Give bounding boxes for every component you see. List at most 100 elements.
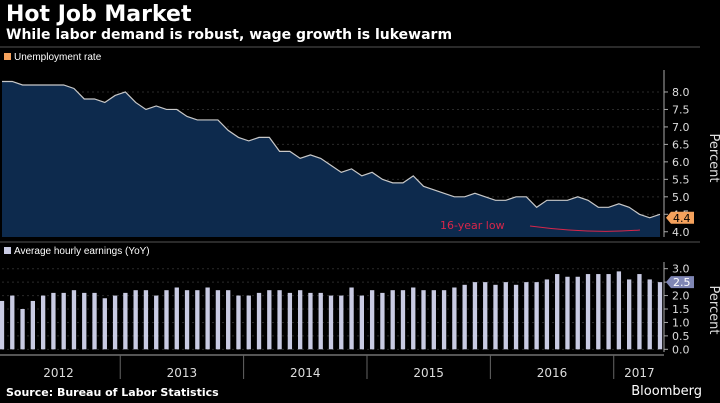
unemployment-y-tick-label: 5.5 (672, 173, 690, 186)
earnings-bar (380, 292, 385, 350)
earnings-bar (349, 287, 354, 350)
earnings-bar (226, 290, 231, 350)
earnings-bar (534, 282, 539, 350)
earnings-bar (585, 274, 591, 350)
earnings-bar (462, 284, 467, 350)
earnings-bar (472, 282, 478, 350)
legend-label-unemployment: Unemployment rate (14, 52, 102, 63)
x-tick-label: 2016 (537, 366, 568, 380)
earnings-bar (154, 295, 159, 350)
earnings-y-tick-label: 3.0 (672, 263, 690, 276)
earnings-last-value: 2.5 (673, 276, 691, 289)
earnings-bar (61, 292, 66, 350)
earnings-bar (555, 274, 560, 350)
earnings-bar (544, 279, 550, 350)
x-tick-label: 2013 (167, 366, 198, 380)
legend-label-earnings: Average hourly earnings (YoY) (14, 246, 150, 257)
earnings-bar (246, 295, 251, 350)
legend-swatch-earnings (4, 247, 11, 254)
earnings-bar (205, 287, 210, 350)
earnings-bar (575, 276, 580, 350)
earnings-bar (390, 290, 395, 350)
earnings-bar (503, 282, 508, 350)
x-tick-label: 2017 (624, 366, 655, 380)
earnings-bar (298, 290, 303, 350)
earnings-bar (431, 290, 436, 350)
earnings-bar (30, 300, 35, 350)
earnings-bar (627, 279, 632, 350)
earnings-bar (596, 274, 601, 350)
source-note: Source: Bureau of Labor Statistics (6, 386, 219, 399)
earnings-bar (143, 290, 149, 350)
earnings-bar (40, 295, 46, 350)
earnings-bar (452, 287, 457, 350)
earnings-bar (287, 292, 293, 350)
earnings-y-tick-label: 0.0 (672, 343, 690, 356)
earnings-bar (616, 271, 622, 350)
unemployment-y-label: Percent (706, 134, 720, 183)
x-tick-label: 2015 (413, 366, 444, 380)
earnings-bar (483, 282, 488, 350)
earnings-bar (339, 295, 344, 350)
earnings-bar (215, 290, 221, 350)
unemployment-y-tick-label: 6.5 (672, 138, 690, 151)
unemployment-y-tick-label: 6.0 (672, 156, 690, 169)
earnings-bar (400, 290, 406, 350)
earnings-bar (308, 292, 313, 350)
earnings-bar (195, 290, 200, 350)
unemployment-y-tick-label: 7.5 (672, 103, 690, 116)
earnings-y-label: Percent (706, 286, 720, 335)
earnings-bar (359, 295, 364, 350)
earnings-last-badge (666, 276, 694, 289)
earnings-bar (112, 295, 118, 350)
unemployment-area (2, 81, 660, 238)
earnings-bar (524, 282, 529, 350)
unemployment-last-badge (666, 211, 694, 224)
earnings-bar (277, 290, 282, 350)
earnings-bar (411, 287, 416, 350)
earnings-bar (51, 292, 56, 350)
earnings-bar (92, 292, 97, 350)
earnings-bar (369, 290, 375, 350)
earnings-bar (174, 287, 179, 350)
earnings-bar (123, 292, 128, 350)
earnings-bar (657, 282, 663, 350)
earnings-y-tick-label: 1.0 (672, 316, 690, 329)
earnings-bar (256, 292, 262, 350)
earnings-bar (421, 290, 426, 350)
earnings-bar (493, 284, 498, 350)
earnings-bar (606, 274, 611, 350)
earnings-bar (184, 290, 190, 350)
unemployment-y-tick-label: 7.0 (672, 121, 690, 134)
unemployment-y-tick-label: 8.0 (672, 86, 690, 99)
earnings-bar (318, 292, 323, 350)
page-title: Hot Job Market (6, 2, 192, 27)
earnings-y-tick-label: 1.5 (672, 303, 690, 316)
earnings-bar (267, 290, 272, 350)
earnings-bar (20, 309, 25, 350)
earnings-bar (328, 295, 334, 350)
annotation-curve (529, 225, 641, 232)
x-tick-label: 2014 (290, 366, 321, 380)
earnings-bar (513, 284, 519, 350)
annotation-16-year-low: 16-year low (440, 219, 505, 232)
page-subtitle: While labor demand is robust, wage growt… (6, 27, 453, 43)
unemployment-y-tick-label: 4.0 (672, 226, 690, 239)
earnings-bar (637, 274, 642, 350)
earnings-bar (133, 290, 138, 350)
earnings-bar (441, 290, 447, 350)
earnings-bar (565, 276, 570, 350)
earnings-bar (0, 300, 5, 350)
earnings-bar (236, 295, 241, 350)
legend-swatch-unemployment (4, 53, 11, 60)
brand-logo: Bloomberg (631, 384, 702, 399)
earnings-y-tick-label: 0.5 (672, 330, 690, 343)
unemployment-line (2, 80, 661, 219)
earnings-bar (164, 290, 169, 350)
unemployment-last-value: 4.4 (673, 212, 691, 225)
earnings-bar (71, 290, 77, 350)
earnings-y-tick-label: 2.0 (672, 290, 690, 303)
earnings-bar (10, 295, 15, 350)
